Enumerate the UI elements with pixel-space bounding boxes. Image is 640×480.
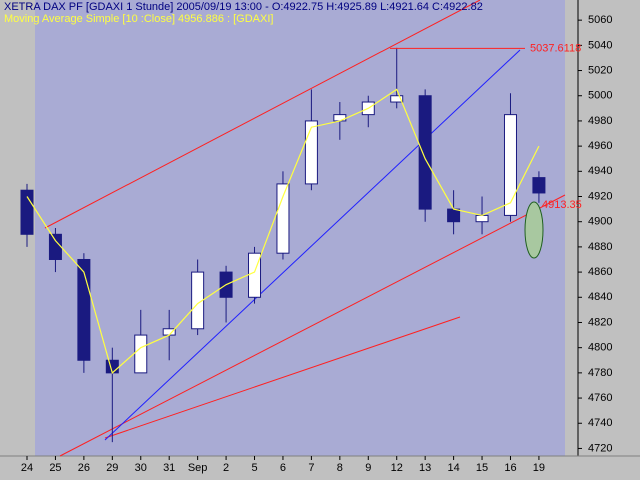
annotation-label: 5037.6118	[530, 42, 581, 54]
y-tick-label: 4760	[588, 392, 612, 404]
candle-body	[134, 334, 148, 374]
candle-body	[77, 258, 91, 361]
annotation-label: 4913.35	[542, 199, 582, 211]
y-tick-label: 4800	[588, 342, 612, 354]
candle-body	[276, 183, 290, 254]
x-tick-label: 26	[78, 462, 90, 474]
subheader: Moving Average Simple [10 :Close] 4956.8…	[4, 13, 273, 25]
trend-line	[44, 0, 481, 229]
x-tick-label: 25	[49, 462, 61, 474]
x-tick-label: 16	[504, 462, 516, 474]
header: XETRA DAX PF [GDAXI 1 Stunde] 2005/09/19…	[4, 1, 483, 13]
x-tick-label: 31	[163, 462, 175, 474]
channel-shade	[35, 0, 565, 456]
y-tick-label: 4860	[588, 266, 612, 278]
x-tick-label: 8	[337, 462, 343, 474]
y-tick-label: 4980	[588, 115, 612, 127]
y-tick-label: 5040	[588, 39, 612, 51]
x-tick-label: 6	[280, 462, 286, 474]
y-tick-label: 4900	[588, 216, 612, 228]
trend-line	[104, 49, 521, 441]
moving-average-line	[26, 88, 540, 374]
x-tick-label: 9	[365, 462, 371, 474]
candle-body	[475, 214, 489, 223]
candle-body	[418, 95, 432, 210]
candle-body	[191, 271, 205, 330]
y-tick-label: 4820	[588, 316, 612, 328]
trend-line	[59, 194, 566, 457]
candle-body	[503, 114, 517, 216]
x-tick-label: 15	[476, 462, 488, 474]
x-tick-label: 2	[223, 462, 229, 474]
y-tick-label: 4840	[588, 291, 612, 303]
x-tick-label: 7	[308, 462, 314, 474]
y-tick-label: 4920	[588, 190, 612, 202]
x-tick-label: 13	[419, 462, 431, 474]
y-tick-label: 5020	[588, 64, 612, 76]
y-tick-label: 4960	[588, 140, 612, 152]
candle-body	[304, 120, 318, 185]
x-tick-label: 12	[391, 462, 403, 474]
x-tick-label: 29	[106, 462, 118, 474]
y-tick-label: 5060	[588, 14, 612, 26]
candle-body	[532, 177, 546, 194]
x-tick-label: 24	[21, 462, 33, 474]
candle-body	[333, 114, 347, 122]
y-tick-label: 4940	[588, 165, 612, 177]
y-tick-label: 4740	[588, 417, 612, 429]
y-tick-label: 4780	[588, 367, 612, 379]
y-tick-label: 5000	[588, 90, 612, 102]
y-tick-label: 4720	[588, 442, 612, 454]
highlight-ellipse	[524, 201, 544, 259]
x-tick-label: 30	[135, 462, 147, 474]
candle-body	[48, 233, 62, 260]
x-tick-label: 5	[251, 462, 257, 474]
x-tick-label: 19	[533, 462, 545, 474]
x-tick-label: Sep	[188, 462, 208, 474]
candle-body	[390, 95, 404, 103]
x-tick-label: 14	[447, 462, 459, 474]
candle-body	[447, 208, 461, 223]
trend-line	[104, 316, 461, 439]
y-tick-label: 4880	[588, 241, 612, 253]
